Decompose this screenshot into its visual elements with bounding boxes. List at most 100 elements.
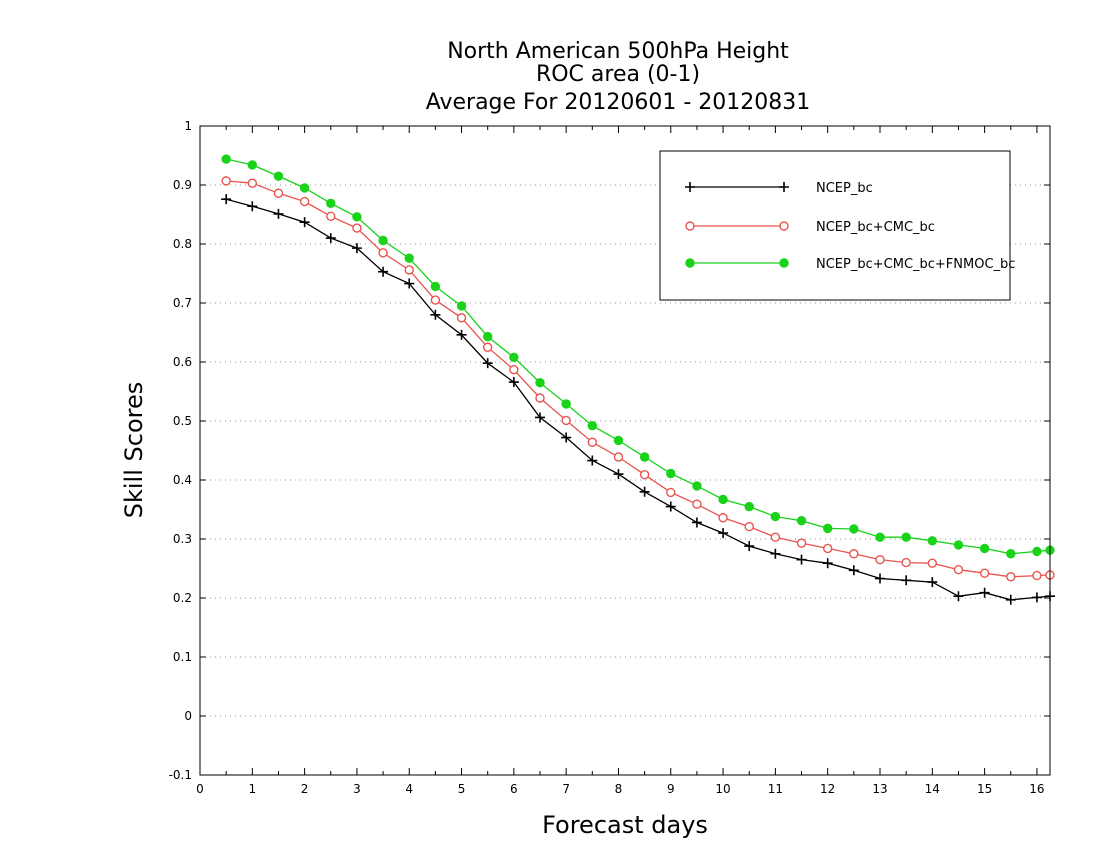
data-point-marker	[639, 452, 650, 462]
data-point-marker	[1032, 546, 1042, 557]
title-line-1: North American 500hPa Height	[447, 39, 789, 64]
y-tick-label: 0.2	[173, 591, 192, 605]
data-point-marker	[822, 543, 833, 554]
x-tick-label: 2	[301, 782, 309, 796]
data-point-marker	[691, 517, 702, 528]
x-axis-title: Forecast days	[542, 811, 708, 839]
data-point-marker	[779, 182, 789, 192]
y-tick-label: 0	[184, 709, 192, 723]
data-point-marker	[901, 575, 912, 586]
data-point-marker	[508, 377, 519, 388]
data-point-marker	[770, 532, 781, 542]
data-point-marker	[822, 523, 833, 534]
data-point-marker	[430, 281, 441, 292]
y-tick-label: 0.8	[173, 237, 192, 251]
y-tick-label: -0.1	[169, 768, 192, 782]
data-point-marker	[404, 253, 414, 263]
data-point-marker	[273, 188, 284, 198]
y-tick-label: 1	[184, 119, 192, 133]
data-point-marker	[326, 211, 336, 221]
data-point-marker	[221, 176, 231, 186]
data-point-marker	[692, 481, 702, 491]
data-point-marker	[685, 221, 695, 231]
data-point-marker	[744, 501, 754, 512]
data-point-marker	[613, 469, 624, 480]
data-point-marker	[666, 468, 676, 479]
legend-items: NCEP_bc NCEP_bc+CMC_bc NCEP_bc+CMC_bc+FNMO…	[685, 181, 1015, 272]
data-point-marker	[561, 432, 572, 443]
data-point-marker	[221, 194, 232, 205]
legend-entry: NCEP_bc+CMC_bc+FNMOC_bc	[685, 257, 1015, 272]
data-point-marker	[639, 469, 650, 480]
data-point-marker	[953, 591, 964, 602]
data-point-marker	[979, 543, 990, 554]
data-point-marker	[796, 538, 807, 548]
legend-entry: NCEP_bc+CMC_bc	[685, 220, 935, 235]
data-point-marker	[326, 198, 336, 208]
data-point-marker	[779, 221, 789, 231]
x-axis-ticks: 0 1 2 3 4 5 6 7 8 9 10 11 12 13 14 15 16	[196, 126, 1045, 796]
data-point-marker	[535, 412, 545, 423]
data-point-marker	[953, 540, 964, 550]
data-point-marker	[927, 558, 938, 568]
data-point-marker	[561, 399, 571, 409]
y-tick-label: 0.9	[173, 178, 192, 192]
data-point-marker	[1031, 592, 1042, 603]
data-point-marker	[509, 352, 519, 362]
data-point-marker	[927, 536, 938, 546]
data-point-marker	[430, 295, 441, 305]
legend-label: NCEP_bc+CMC_bc	[816, 220, 935, 235]
data-point-marker	[482, 342, 493, 352]
data-point-marker	[692, 499, 702, 509]
x-tick-label: 1	[248, 782, 256, 796]
data-point-marker	[849, 524, 859, 534]
y-tick-label: 0.4	[173, 473, 192, 487]
x-tick-label: 5	[458, 782, 466, 796]
x-tick-label: 4	[405, 782, 413, 796]
data-point-marker	[299, 217, 310, 228]
data-point-marker	[1006, 572, 1016, 582]
data-point-marker	[351, 243, 362, 254]
data-point-marker	[901, 532, 911, 542]
data-point-marker	[352, 223, 362, 233]
data-point-marker	[718, 528, 729, 539]
x-tick-label: 16	[1029, 782, 1044, 796]
data-point-marker	[404, 278, 415, 289]
data-point-marker	[221, 154, 231, 164]
series-3	[221, 154, 1055, 559]
x-tick-label: 7	[562, 782, 570, 796]
title-line-3: Average For 20120601 - 20120831	[426, 90, 811, 115]
data-point-marker	[849, 549, 859, 559]
data-point-marker	[482, 331, 493, 342]
data-point-marker	[273, 208, 284, 219]
data-point-marker	[352, 212, 362, 222]
data-point-marker	[796, 554, 807, 565]
data-point-marker	[665, 501, 676, 512]
data-point-marker	[685, 182, 695, 192]
data-point-marker	[299, 183, 310, 193]
data-point-marker	[1032, 570, 1042, 581]
data-point-marker	[613, 435, 624, 446]
data-point-marker	[509, 364, 519, 375]
x-tick-label: 6	[510, 782, 518, 796]
legend: NCEP_bc NCEP_bc+CMC_bc NCEP_bc+CMC_bc+FNMO…	[659, 150, 1015, 301]
data-point-marker	[770, 511, 781, 522]
data-point-marker	[535, 393, 545, 403]
data-point-marker	[927, 577, 938, 588]
data-point-marker	[875, 554, 885, 565]
data-point-marker	[953, 564, 964, 575]
x-tick-label: 15	[977, 782, 992, 796]
data-point-marker	[875, 573, 885, 584]
data-point-marker	[273, 171, 284, 181]
data-point-marker	[666, 487, 676, 498]
data-point-marker	[456, 329, 467, 340]
data-point-marker	[247, 201, 258, 212]
data-point-marker	[299, 196, 310, 207]
legend-entry: NCEP_bc	[685, 181, 873, 196]
data-point-marker	[378, 248, 388, 258]
chart-title: North American 500hPa Height ROC area (0…	[426, 39, 811, 115]
x-tick-label: 8	[615, 782, 623, 796]
y-tick-label: 0.5	[173, 414, 192, 428]
